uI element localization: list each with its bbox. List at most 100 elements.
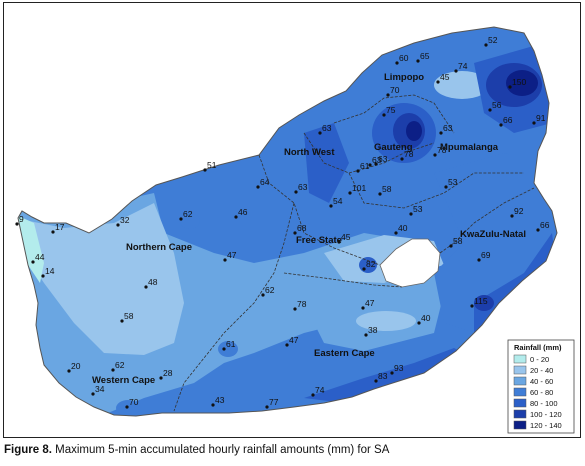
legend: Rainfall (mm) 0 - 20 20 - 40 40 - 60 60 - 8… — [507, 339, 575, 434]
station-value-label: 68 — [297, 223, 307, 233]
station-dot — [454, 69, 458, 73]
province-label-kwazulu-natal: KwaZulu-Natal — [460, 229, 526, 240]
station-value-label: 115 — [474, 296, 488, 306]
station-value-label: 78 — [404, 149, 414, 159]
station-dot — [144, 285, 148, 289]
station-dot — [386, 93, 390, 97]
station-value-label: 66 — [503, 115, 513, 125]
station-dot — [265, 405, 269, 409]
station-dot — [361, 306, 365, 310]
station-dot — [223, 258, 227, 262]
station-dot — [470, 304, 474, 308]
station-dot — [436, 80, 440, 84]
station-value-label: 32 — [120, 215, 130, 225]
station-value-label: 74 — [458, 61, 468, 71]
station-dot — [484, 43, 488, 47]
station-dot — [508, 85, 512, 89]
rainfall-contours — [18, 43, 556, 416]
station-dot — [222, 347, 226, 351]
station-dot — [374, 162, 378, 166]
legend-title: Rainfall (mm) — [514, 343, 562, 352]
legend-swatch — [513, 387, 527, 397]
station-value-label: 47 — [227, 250, 237, 260]
legend-box — [507, 339, 575, 434]
station-dot — [449, 244, 453, 248]
station-value-label: 63 — [372, 155, 382, 165]
station-value-label: 28 — [163, 368, 173, 378]
station-value-label: 77 — [269, 397, 279, 407]
legend-swatch — [513, 409, 527, 419]
station-value-label: 91 — [536, 113, 546, 123]
station-dot — [179, 217, 183, 221]
legend-label: 60 - 80 — [530, 388, 553, 397]
station-dot — [390, 371, 394, 375]
station-dot — [111, 368, 115, 372]
station-value-label: 150 — [512, 77, 526, 87]
station-value-label: 74 — [315, 385, 325, 395]
station-value-label: 78 — [437, 145, 447, 155]
station-dot — [337, 240, 341, 244]
figure-caption: Figure 8. Maximum 5-min accumulated hour… — [4, 444, 389, 456]
station-value-label: 61 — [226, 339, 236, 349]
station-dot — [510, 214, 514, 218]
station-dot — [499, 123, 503, 127]
station-value-label: 17 — [55, 222, 65, 232]
province-label-northern-cape: Northern Cape — [126, 242, 192, 253]
station-dot — [91, 392, 95, 396]
station-value-label: 64 — [260, 177, 270, 187]
station-dot — [409, 212, 413, 216]
station-value-label: 43 — [215, 395, 225, 405]
station-value-label: 38 — [368, 325, 378, 335]
station-dot — [374, 379, 378, 383]
legend-swatch — [513, 354, 527, 364]
station-dot — [285, 343, 289, 347]
station-value-label: 62 — [115, 360, 125, 370]
station-value-label: 66 — [540, 220, 550, 230]
station-dot — [31, 260, 35, 264]
station-dot — [378, 192, 382, 196]
rainfall-map: Limpopo North West Gauteng Mpumalanga Fr… — [15, 26, 575, 434]
station-value-label: 46 — [238, 207, 248, 217]
station-value-label: 9 — [19, 214, 24, 224]
legend-label: 120 - 140 — [530, 421, 562, 430]
province-label-gauteng: Gauteng — [374, 142, 413, 153]
station-value-label: 45 — [440, 72, 450, 82]
station-dot — [256, 185, 260, 189]
station-dot — [536, 228, 540, 232]
station-value-label: 69 — [481, 250, 491, 260]
station-dot — [417, 321, 421, 325]
station-dot — [368, 163, 372, 167]
province-label-limpopo: Limpopo — [384, 72, 424, 83]
station-value-label: 44 — [35, 252, 45, 262]
province-label-mpumalanga: Mpumalanga — [440, 142, 499, 153]
station-value-label: 82 — [366, 259, 376, 269]
station-value-label: 101 — [352, 183, 366, 193]
station-value-label: 63 — [443, 123, 453, 133]
station-dot — [116, 223, 120, 227]
lesotho — [379, 238, 441, 288]
station-dot — [67, 369, 71, 373]
station-value-label: 63 — [298, 182, 308, 192]
station-value-label: 92 — [514, 206, 524, 216]
province-borders — [173, 94, 535, 412]
station-dot — [261, 293, 265, 297]
legend-label: 20 - 40 — [530, 366, 553, 375]
station-value-label: 58 — [382, 184, 392, 194]
station-dot — [532, 121, 536, 125]
legend-label: 100 - 120 — [530, 410, 562, 419]
station-value-label: 45 — [341, 232, 351, 242]
station-value-label: 63 — [322, 123, 332, 133]
station-value-label: 54 — [333, 196, 343, 206]
station-dot — [394, 231, 398, 235]
legend-label: 0 - 20 — [530, 355, 549, 364]
station-dot — [439, 131, 443, 135]
station-value-label: 62 — [183, 209, 193, 219]
station-dot — [15, 222, 19, 226]
station-dot — [51, 230, 55, 234]
station-value-label: 62 — [265, 285, 275, 295]
province-label-free-state: Free State — [296, 235, 342, 246]
station-value-label: 83 — [378, 371, 388, 381]
station-value-label: 47 — [365, 298, 375, 308]
legend-label: 40 - 60 — [530, 377, 553, 386]
station-value-label: 56 — [492, 100, 502, 110]
